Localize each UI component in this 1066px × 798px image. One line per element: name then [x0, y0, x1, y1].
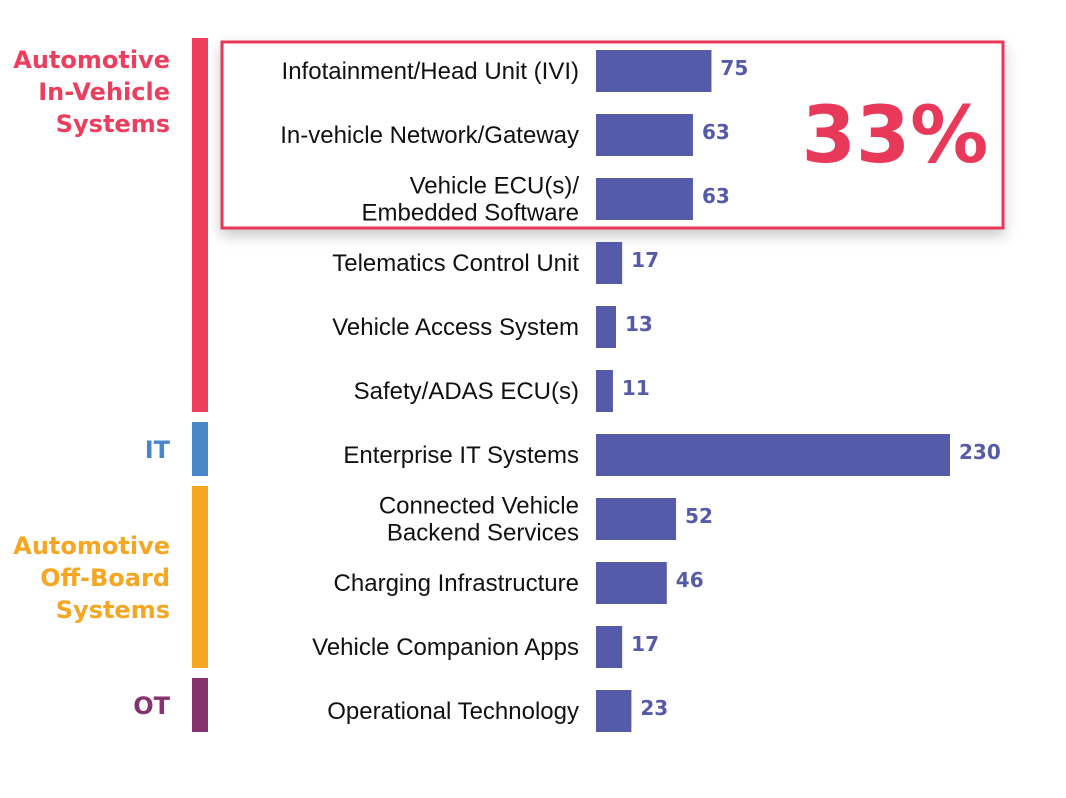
category-label: Operational Technology — [327, 698, 579, 725]
bar-vehicle-companion-apps — [596, 626, 623, 668]
bar-infotainment-head-unit-ivi — [596, 50, 712, 92]
highlight-percentage: 33% — [802, 91, 989, 181]
category-label: Connected Vehicle — [379, 493, 579, 520]
category-label: Enterprise IT Systems — [343, 442, 579, 469]
bar-operational-technology — [596, 690, 632, 732]
category-label: Vehicle Access System — [332, 314, 579, 341]
value-label: 230 — [959, 440, 1001, 464]
group-label-automotive-off-board-systems: Automotive — [13, 532, 170, 560]
group-accent-automotive-in-vehicle-systems — [192, 38, 208, 412]
value-label: 13 — [625, 312, 653, 336]
category-label: Vehicle ECU(s)/ — [410, 173, 580, 200]
bar-safety-adas-ecu-s — [596, 370, 613, 412]
value-label: 11 — [622, 376, 650, 400]
value-label: 23 — [640, 696, 668, 720]
group-label-automotive-off-board-systems: Off-Board — [40, 564, 170, 592]
group-accent-automotive-off-board-systems — [192, 486, 208, 668]
value-label: 17 — [631, 632, 659, 656]
group-label-automotive-in-vehicle-systems: In-Vehicle — [38, 78, 170, 106]
bar-in-vehicle-network-gateway — [596, 114, 693, 156]
bar-vehicle-ecu-s-embedded-software — [596, 178, 693, 220]
group-accent-ot — [192, 678, 208, 732]
category-label: Vehicle Companion Apps — [312, 634, 579, 661]
category-label: Charging Infrastructure — [334, 570, 579, 597]
value-label: 52 — [685, 504, 713, 528]
bar-connected-vehicle-backend-services — [596, 498, 677, 540]
bar-enterprise-it-systems — [596, 434, 950, 476]
value-label: 75 — [720, 56, 748, 80]
category-label: In-vehicle Network/Gateway — [280, 122, 579, 149]
bar-charging-infrastructure — [596, 562, 667, 604]
bar-telematics-control-unit — [596, 242, 623, 284]
group-label-automotive-in-vehicle-systems: Automotive — [13, 46, 170, 74]
category-label: Backend Services — [387, 520, 579, 547]
category-label: Infotainment/Head Unit (IVI) — [282, 58, 579, 85]
group-label-automotive-off-board-systems: Systems — [56, 596, 170, 624]
category-label: Safety/ADAS ECU(s) — [354, 378, 579, 405]
group-label-it: IT — [145, 436, 171, 464]
value-label: 63 — [702, 120, 730, 144]
group-label-ot: OT — [133, 692, 170, 720]
group-accent-it — [192, 422, 208, 476]
category-label: Telematics Control Unit — [332, 250, 579, 277]
value-label: 17 — [631, 248, 659, 272]
category-label: Embedded Software — [362, 200, 579, 227]
bar-vehicle-access-system — [596, 306, 617, 348]
value-label: 63 — [702, 184, 730, 208]
value-label: 46 — [676, 568, 704, 592]
group-label-automotive-in-vehicle-systems: Systems — [56, 110, 170, 138]
